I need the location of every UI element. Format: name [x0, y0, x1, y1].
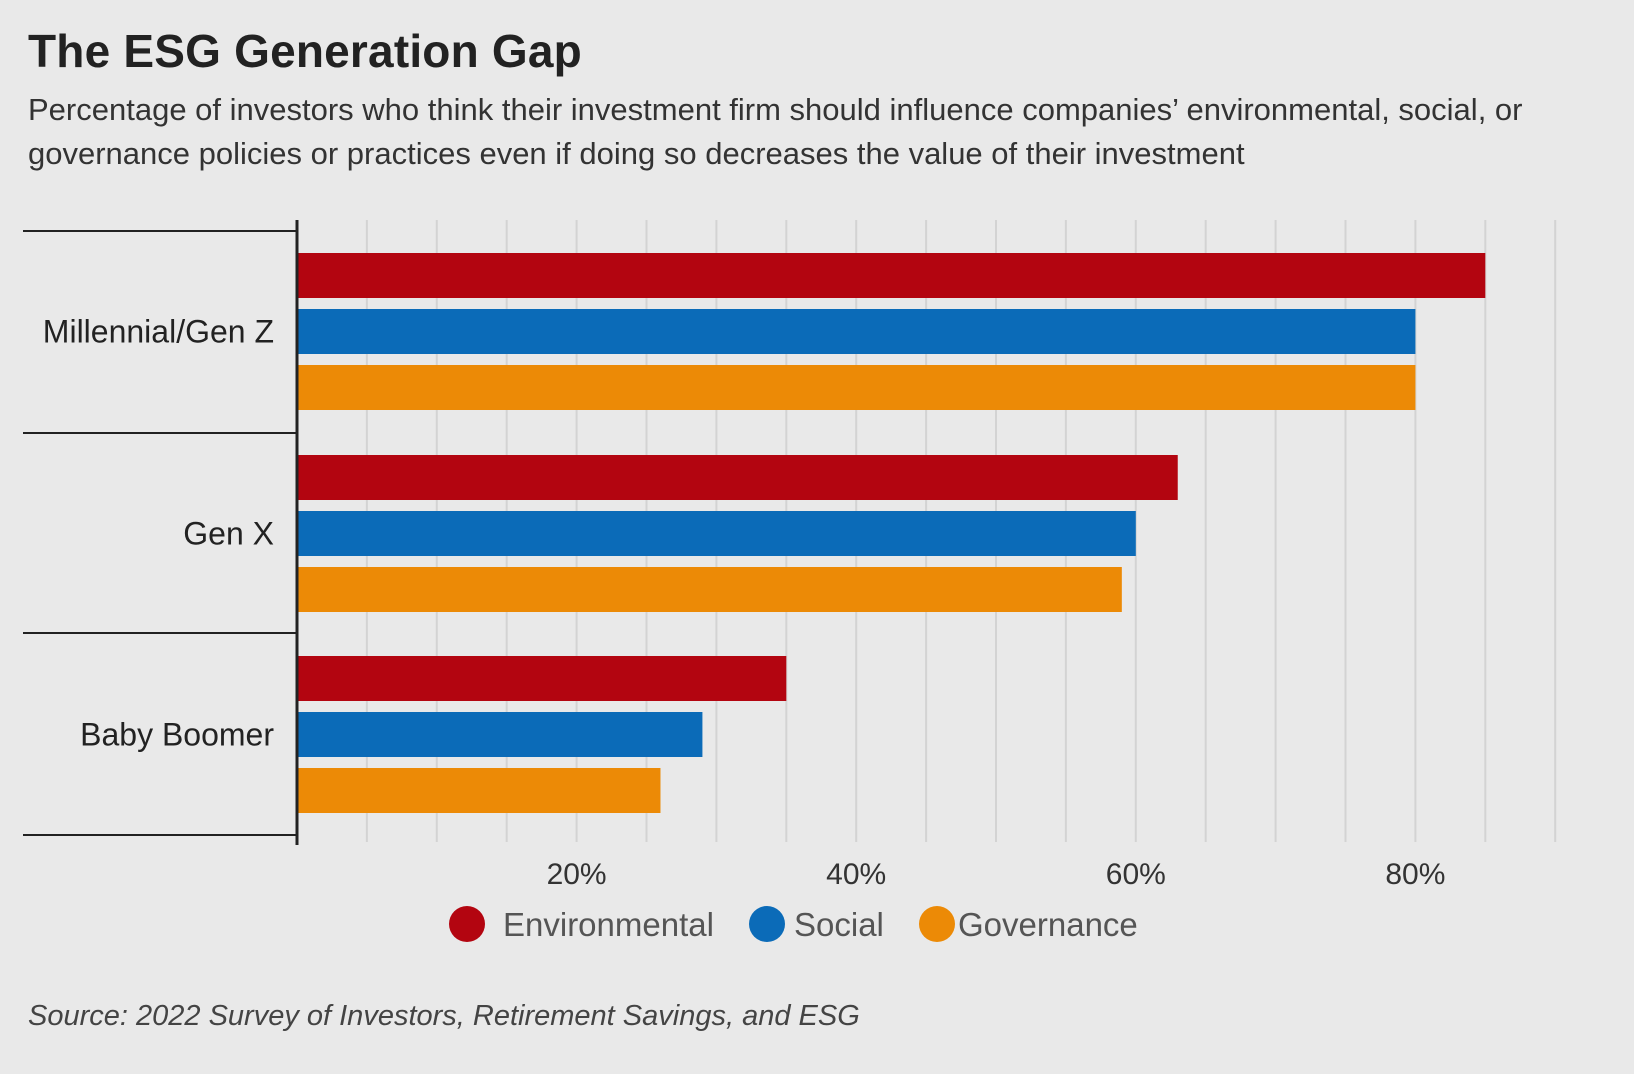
bar-environmental-baby-boomer [297, 656, 787, 701]
x-tick-label: 40% [826, 858, 886, 891]
legend-marker-governance [919, 906, 955, 942]
bar-social-baby-boomer [297, 712, 703, 757]
bar-governance-baby-boomer [297, 768, 661, 813]
bar-governance-millennial-gen-z [297, 365, 1416, 410]
category-label: Gen X [183, 516, 274, 552]
bar-environmental-gen-x [297, 455, 1178, 500]
legend-label-environmental: Environmental [503, 906, 714, 943]
x-tick-label: 80% [1385, 858, 1445, 891]
bar-social-millennial-gen-z [297, 309, 1416, 354]
legend-marker-social [749, 906, 785, 942]
legend-marker-environmental [449, 906, 485, 942]
legend-label-governance: Governance [958, 906, 1138, 943]
chart-title: The ESG Generation Gap [28, 25, 582, 77]
x-tick-label: 20% [547, 858, 607, 891]
x-tick-label: 60% [1106, 858, 1166, 891]
source-note: Source: 2022 Survey of Investors, Retire… [28, 1000, 860, 1032]
bar-environmental-millennial-gen-z [297, 253, 1486, 298]
category-label: Millennial/Gen Z [43, 314, 274, 350]
legend-label-social: Social [794, 906, 884, 943]
bar-governance-gen-x [297, 567, 1122, 612]
chart-subtitle: Percentage of investors who think their … [28, 92, 1523, 171]
bar-social-gen-x [297, 511, 1136, 556]
category-label: Baby Boomer [80, 717, 274, 753]
